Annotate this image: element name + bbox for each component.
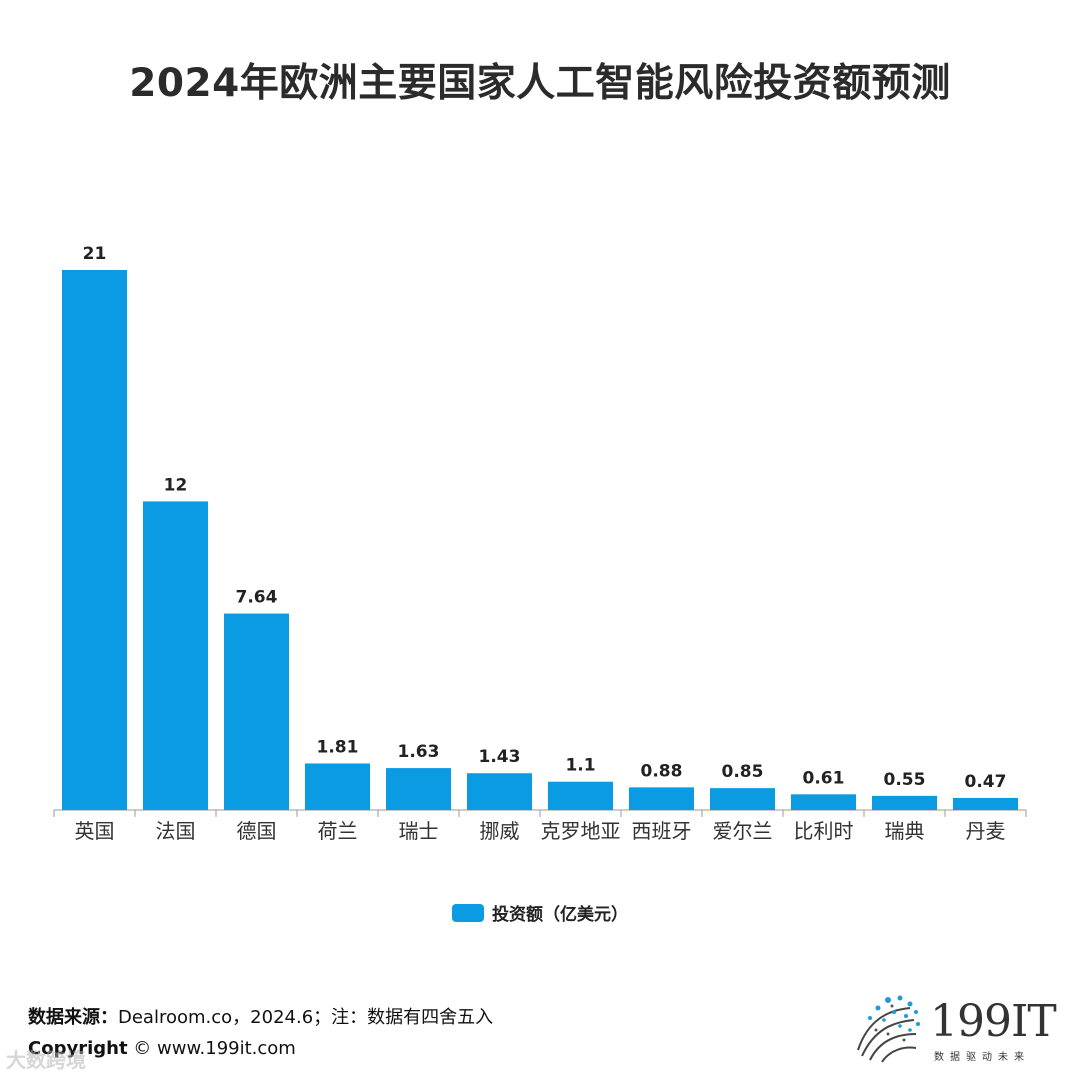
x-tick-label: 爱尔兰 (713, 819, 773, 843)
data-label: 0.88 (641, 761, 683, 781)
x-tick-label: 丹麦 (966, 819, 1006, 843)
x-tick-label: 瑞士 (399, 819, 439, 843)
x-tick-label: 克罗地亚 (541, 819, 621, 843)
x-tick-label: 德国 (237, 819, 277, 843)
bar (467, 773, 532, 810)
source-text: Dealroom.co，2024.6；注：数据有四舍五入 (118, 1007, 494, 1028)
data-label: 7.64 (236, 588, 278, 608)
bar (872, 795, 937, 810)
data-label: 0.47 (965, 772, 1007, 792)
x-tick-label: 英国 (75, 819, 115, 843)
data-label: 0.55 (884, 770, 926, 790)
watermark: 大数跨境 (6, 1048, 86, 1072)
bar (386, 768, 451, 810)
bar (224, 613, 289, 810)
logo-tagline: 数据驱动未来 (934, 1052, 1030, 1063)
logo-text: 199IT (930, 996, 1057, 1047)
x-tick-label: 挪威 (480, 819, 520, 843)
chart-title: 2024年欧洲主要国家人工智能风险投资额预测 (129, 61, 951, 106)
source-label: 数据来源： (28, 1007, 118, 1028)
brand-logo: 199IT 数据驱动未来 (848, 990, 1068, 1065)
legend-label: 投资额（亿美元） (492, 905, 628, 925)
bar (710, 788, 775, 810)
data-label: 0.61 (803, 768, 845, 788)
bar (791, 794, 856, 810)
copyright-text: © www.199it.com (133, 1038, 296, 1059)
copyright-note: Copyright © www.199it.com (28, 1038, 296, 1059)
data-label: 1.1 (565, 756, 595, 776)
bar (143, 501, 208, 810)
bar (305, 763, 370, 810)
source-note: 数据来源：Dealroom.co，2024.6；注：数据有四舍五入 (28, 1003, 493, 1029)
x-tick-label: 荷兰 (318, 819, 358, 843)
legend-swatch (452, 903, 484, 922)
copyright-label: Copyright (28, 1038, 128, 1059)
bar (629, 787, 694, 810)
data-label: 1.81 (317, 737, 359, 757)
bar (953, 797, 1018, 810)
data-label: 1.43 (479, 747, 521, 767)
x-tick-label: 比利时 (794, 819, 854, 843)
chart-legend: 投资额（亿美元） (0, 900, 1080, 925)
data-label: 0.85 (722, 762, 764, 782)
dot-sphere-icon (857, 995, 920, 1063)
x-tick-label: 西班牙 (632, 819, 692, 843)
data-label: 12 (164, 475, 188, 495)
x-tick-label: 法国 (156, 819, 196, 843)
data-label: 1.63 (398, 742, 440, 762)
x-tick-label: 瑞典 (885, 819, 925, 843)
bar (62, 270, 127, 810)
data-label: 21 (83, 244, 107, 264)
bar (548, 781, 613, 810)
